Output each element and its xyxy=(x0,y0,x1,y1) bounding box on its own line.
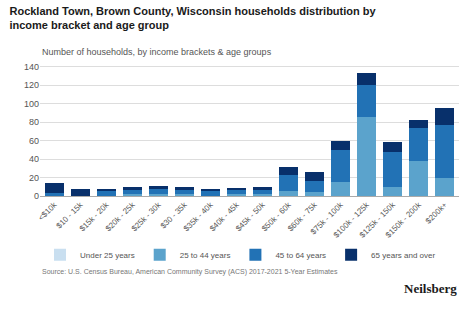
svg-text:$150k - 200k: $150k - 200k xyxy=(384,200,424,240)
svg-text:$75k - 100k: $75k - 100k xyxy=(309,200,346,237)
svg-text:100: 100 xyxy=(24,99,39,109)
svg-text:$45k - 50k: $45k - 50k xyxy=(234,200,267,233)
svg-text:20: 20 xyxy=(29,173,39,183)
svg-text:$20k - 25k: $20k - 25k xyxy=(104,200,137,233)
svg-text:60: 60 xyxy=(29,136,39,146)
svg-text:80: 80 xyxy=(29,117,39,127)
svg-text:0: 0 xyxy=(34,191,39,201)
svg-text:Source: U.S. Census Bureau, Am: Source: U.S. Census Bureau, American Com… xyxy=(42,268,338,276)
svg-text:<$10k: <$10k xyxy=(37,200,60,223)
svg-text:$60k - 75k: $60k - 75k xyxy=(286,200,319,233)
svg-text:Under 25 years: Under 25 years xyxy=(80,251,135,260)
svg-text:$30 - 35k: $30 - 35k xyxy=(159,200,190,231)
svg-text:Neilsberg: Neilsberg xyxy=(404,281,457,296)
svg-text:$50k - 60k: $50k - 60k xyxy=(260,200,293,233)
svg-text:$200k+: $200k+ xyxy=(424,200,449,225)
svg-text:140: 140 xyxy=(24,62,39,72)
svg-text:Rockland Town, Brown County, W: Rockland Town, Brown County, Wisconsin h… xyxy=(9,5,376,31)
svg-text:$10 - 15k: $10 - 15k xyxy=(55,200,86,231)
svg-text:45 to 64 years: 45 to 64 years xyxy=(275,251,326,260)
svg-text:65 years and over: 65 years and over xyxy=(371,251,435,260)
svg-text:$35k - 40k: $35k - 40k xyxy=(182,200,215,233)
svg-text:120: 120 xyxy=(24,80,39,90)
svg-text:25 to 44 years: 25 to 44 years xyxy=(180,251,231,260)
svg-text:$15k - 20k: $15k - 20k xyxy=(78,200,111,233)
svg-text:Number of households, by incom: Number of households, by income brackets… xyxy=(42,47,272,57)
svg-text:40: 40 xyxy=(29,154,39,164)
svg-text:$100k - 125k: $100k - 125k xyxy=(332,200,372,240)
svg-text:$40k - 45k: $40k - 45k xyxy=(208,200,241,233)
svg-text:$25k - 30k: $25k - 30k xyxy=(130,200,163,233)
svg-text:$125k - 150k: $125k - 150k xyxy=(358,200,398,240)
